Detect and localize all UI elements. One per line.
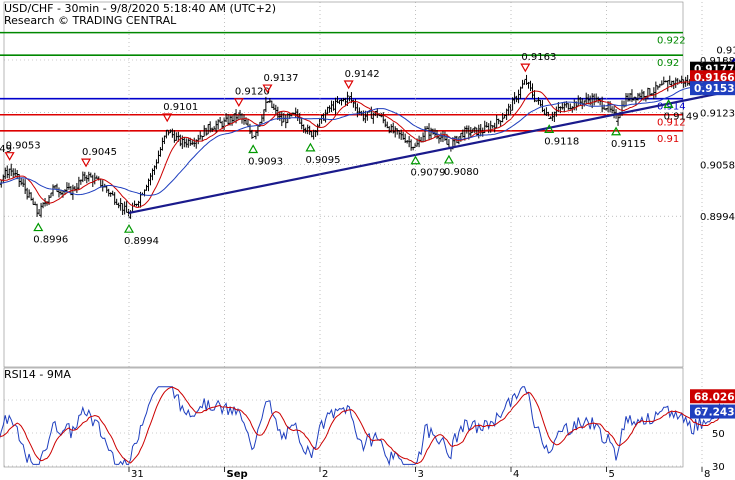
swing-low-marker (305, 142, 316, 152)
level-label-red-lower: 0.91 (657, 134, 679, 145)
rsi-title: RSI14 - 9MA (4, 368, 71, 381)
time-tick-label: 2 (322, 469, 328, 480)
rsi-tick-label: 50 (712, 429, 725, 440)
swing-low-label: 0.9093 (248, 156, 283, 167)
swing-high-label: 0.9045 (82, 147, 117, 158)
swing-low-marker (443, 154, 454, 164)
swing-high-label: 0.9137 (263, 73, 298, 84)
swing-low-marker (544, 124, 555, 133)
swing-high-marker (162, 113, 173, 123)
price-tick-label: 0.8994 (700, 212, 735, 223)
price-panel: 0.91880.91230.90580.89940.9220.920.9140.… (0, 1, 735, 368)
chart-title: USD/CHF - 30min - 9/8/2020 5:18:40 AM (U… (4, 2, 276, 15)
level-label-green-lower: 0.92 (657, 58, 679, 69)
swing-low-label: 0.9118 (544, 136, 579, 147)
price-badge (690, 70, 735, 85)
price-badge-label: 0.91530 (694, 83, 735, 95)
swing-low-marker (123, 223, 135, 233)
swing-low-label: 0.9080 (444, 167, 479, 178)
level-label-red-upper: 0.912 (657, 118, 686, 129)
swing-high-marker (262, 84, 273, 94)
swing-low-marker (248, 144, 259, 154)
swing-low-label: 0.9149 (664, 111, 699, 122)
swing-high-label: 0.9053 (6, 141, 41, 152)
swing-high-marker (4, 152, 15, 161)
swing-high-marker (233, 98, 244, 107)
swing-high-label: 0.9120 (235, 87, 270, 98)
swing-low-marker (410, 155, 421, 165)
moving-average-fast (0, 70, 730, 208)
time-tick-label: 3 (418, 469, 424, 480)
rsi-badge-label: 68.026 (694, 391, 735, 403)
swing-high-marker (520, 63, 531, 73)
price-badge (690, 81, 735, 96)
time-tick-label: 31 (131, 469, 144, 480)
level-label-green-upper: 0.922 (657, 36, 686, 47)
time-axis: 2931Sep23458 (128, 2, 710, 480)
swing-high-label: 0.9163 (521, 52, 556, 63)
time-tick-label: 8 (704, 469, 710, 480)
time-tick-label: Sep (227, 469, 248, 480)
price-tick-label: 0.9123 (700, 108, 735, 119)
swing-low-label: 0.9115 (611, 139, 646, 150)
swing-high-label: 0.9142 (345, 69, 380, 80)
swing-low-marker (33, 222, 44, 232)
chart-source: Research © TRADING CENTRAL (4, 14, 177, 27)
price-tick-label: 0.9058 (700, 161, 735, 172)
time-tick-label: 5 (609, 469, 615, 480)
moving-average-slow (0, 76, 730, 196)
swing-low-label: 0.8996 (33, 235, 68, 246)
rsi-tick-label: 30 (712, 462, 725, 473)
rsi-badge-label: 67.243 (694, 407, 735, 419)
swing-low-marker (663, 99, 674, 108)
rsi-badge (690, 389, 735, 404)
price-tick-label: 0.9188 (700, 56, 735, 67)
support-trendline (128, 91, 722, 215)
price-panel-frame (3, 1, 684, 368)
swing-high-label: 0.9101 (163, 102, 198, 113)
swing-low-marker (611, 126, 622, 136)
time-tick-label: 4 (513, 469, 519, 480)
swing-low-label: 0.9079 (411, 168, 446, 179)
target-price-label: 0.9183 (716, 46, 735, 57)
swing-high-marker (80, 158, 92, 168)
rsi-line (0, 386, 730, 467)
swing-high-label: 0.9049 (0, 144, 12, 155)
swing-low-label: 0.9095 (305, 155, 340, 166)
rsi-badge (690, 404, 735, 419)
swing-low-label: 0.8994 (124, 236, 159, 247)
swing-high-marker (343, 80, 354, 90)
rsi-ma-line (0, 386, 730, 465)
rsi-panel: RSI14 - 9MA 50 30 68.026 67.243 (0, 367, 735, 473)
